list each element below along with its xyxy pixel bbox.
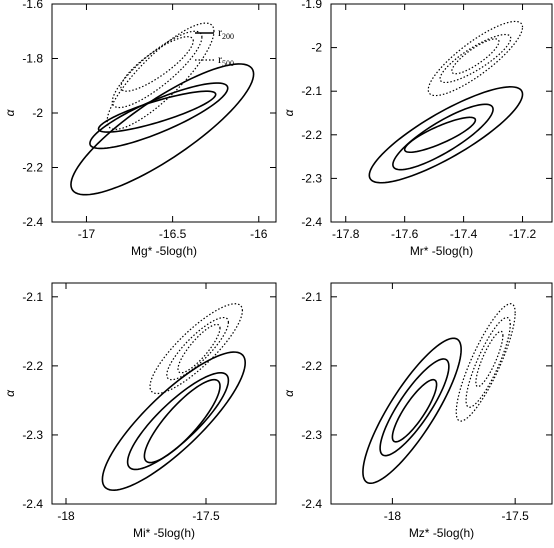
r500-contour-3 — [427, 20, 524, 97]
y-tick-label: -2.3 — [301, 171, 322, 185]
plot-frame — [51, 282, 277, 505]
r200-contour-3 — [362, 337, 462, 485]
r500-contour-2 — [439, 33, 512, 84]
y-tick-label: -2.3 — [22, 428, 43, 442]
r200-contour-2 — [392, 103, 494, 171]
r500-contour-3 — [455, 303, 516, 422]
series-r200 — [101, 351, 247, 491]
series-r500 — [427, 20, 524, 97]
y-tick-label: -2.1 — [22, 290, 43, 304]
y-axis-label: α — [282, 108, 296, 116]
x-tick-label: -16.5 — [159, 227, 187, 241]
y-tick-label: -2.2 — [301, 128, 322, 142]
x-tick-label: -17.6 — [391, 227, 419, 241]
r500-contour-2 — [111, 30, 203, 109]
panel-2: -17.8 -17.6 -17.4 -17.2 -2.4 -2.3 -2.2 -2.1 -2 -1… — [282, 0, 553, 258]
r200-contour-1 — [391, 378, 438, 443]
y-tick-label: -2.2 — [301, 359, 322, 373]
x-tick-label: -17.2 — [509, 227, 537, 241]
series-r500 — [149, 303, 244, 395]
y-axis-label: α — [3, 108, 17, 116]
r500-contour-2 — [166, 316, 230, 381]
x-tick-label: -16 — [250, 227, 268, 241]
y-tick-label: -2.1 — [301, 84, 322, 98]
plot-frame — [330, 3, 553, 223]
plot-frame — [51, 3, 277, 223]
r500-contour-1 — [451, 38, 500, 75]
y-tick-label: -2.3 — [301, 428, 322, 442]
legend-label-1: r200 — [218, 25, 234, 41]
r200-contour-3 — [101, 351, 247, 491]
x-tick-label: -17.5 — [501, 509, 529, 523]
y-tick-label: -1.6 — [22, 0, 43, 11]
y-tick-label: -2.4 — [22, 497, 43, 511]
r200-contour-1 — [403, 116, 477, 154]
legend: r200 r500 — [195, 25, 234, 68]
r500-contour-1 — [177, 323, 221, 374]
r500-contour-1 — [120, 36, 194, 92]
r200-contour-2 — [379, 358, 450, 457]
y-tick-label: -2.1 — [301, 290, 322, 304]
panel-1: -17 -16.5 -16 -2.4 -2.2 -2 -1.8 -1.6 Mg* -5log(h… — [3, 0, 277, 258]
y-axis-label: α — [3, 389, 17, 397]
x-tick-label: -17.8 — [332, 227, 360, 241]
plot-frame — [330, 282, 553, 505]
r500-contour-3 — [149, 303, 244, 395]
y-tick-label: -2.4 — [301, 215, 322, 229]
x-tick-label: -17.4 — [450, 227, 478, 241]
x-tick-label: -17 — [78, 227, 96, 241]
r200-contour-2 — [89, 82, 229, 150]
y-axis-label: α — [282, 389, 296, 397]
panel-3: -18 -17.5 -2.4 -2.3 -2.2 -2.1 Mi* -5log(h) α — [3, 282, 277, 540]
series-r200 — [70, 63, 255, 196]
y-tick-label: -1.9 — [301, 0, 322, 11]
y-tick-label: -2 — [311, 41, 322, 55]
series-r200 — [362, 337, 462, 485]
panel-4: -18 -17.5 -2.4 -2.3 -2.2 -2.1 Mz* -5log(h) α — [282, 282, 553, 540]
x-tick-label: -18 — [384, 509, 402, 523]
y-tick-label: -2 — [32, 106, 43, 120]
r200-contour-1 — [97, 90, 217, 133]
series-r500 — [455, 303, 516, 422]
r500-contour-1 — [475, 330, 504, 388]
r500-contour-3 — [106, 22, 215, 130]
x-axis-label: Mz* -5log(h) — [409, 526, 474, 540]
r200-contour-2 — [126, 371, 230, 471]
r200-contour-3 — [70, 63, 255, 196]
x-tick-label: -17.5 — [192, 509, 220, 523]
y-tick-label: -2.2 — [22, 161, 43, 175]
series-r200 — [368, 86, 524, 184]
x-axis-label: Mg* -5log(h) — [131, 244, 197, 258]
y-tick-label: -2.2 — [22, 359, 43, 373]
y-tick-label: -2.4 — [22, 215, 43, 229]
r200-contour-1 — [143, 378, 221, 464]
legend-label-2: r500 — [218, 52, 234, 68]
x-tick-label: -18 — [57, 509, 75, 523]
series-r500 — [106, 22, 215, 130]
y-tick-label: -1.8 — [22, 52, 43, 66]
y-tick-label: -2.4 — [301, 497, 322, 511]
x-axis-label: Mi* -5log(h) — [133, 526, 195, 540]
r500-contour-2 — [465, 316, 511, 408]
x-axis-label: Mr* -5log(h) — [410, 244, 473, 258]
r200-contour-3 — [368, 86, 524, 184]
